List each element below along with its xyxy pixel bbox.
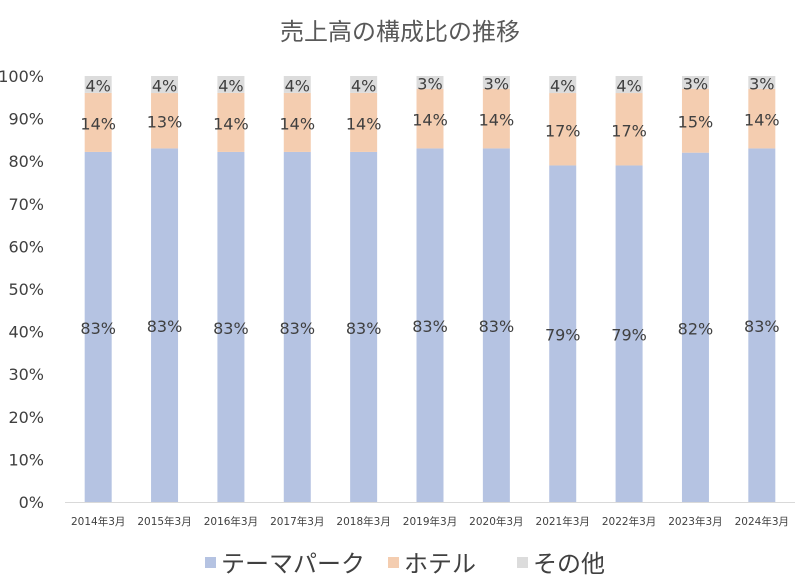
data-label: 3%: [417, 74, 442, 93]
x-tick-label: 2014年3月: [71, 515, 125, 528]
data-label: 3%: [484, 74, 509, 93]
data-label: 83%: [80, 319, 116, 338]
data-label: 14%: [479, 111, 515, 130]
bar-segment: [416, 76, 444, 89]
bar-segment: [681, 88, 709, 153]
bar-segment: [151, 76, 179, 94]
data-label: 83%: [279, 319, 315, 338]
data-label: 83%: [479, 317, 515, 336]
data-label: 79%: [611, 326, 647, 345]
legend-label: ホテル: [404, 550, 476, 578]
data-label: 15%: [678, 113, 714, 132]
bar-segment: [217, 92, 245, 152]
x-tick-label: 2018年3月: [336, 515, 390, 528]
bar-segment: [482, 148, 510, 503]
x-tick-label: 2020年3月: [469, 515, 523, 528]
bar-segment: [681, 76, 709, 89]
data-label: 83%: [147, 317, 183, 336]
x-tick-label: 2021年3月: [536, 515, 590, 528]
legend-label: テーマパーク: [221, 550, 365, 578]
x-tick-label: 2023年3月: [668, 515, 722, 528]
data-label: 83%: [412, 317, 448, 336]
x-tick-label: 2024年3月: [735, 515, 789, 528]
data-label: 14%: [744, 111, 780, 130]
bar-segment: [350, 92, 378, 152]
data-label: 4%: [351, 76, 376, 95]
data-label: 4%: [285, 76, 310, 95]
y-tick-label: 10%: [8, 450, 44, 469]
bar-segment: [283, 92, 311, 152]
x-tick-label: 2022年3月: [602, 515, 656, 528]
bar-segment: [615, 93, 643, 166]
data-label: 4%: [550, 77, 575, 96]
y-tick-label: 50%: [8, 280, 44, 299]
y-tick-label: 100%: [0, 67, 44, 86]
data-label: 83%: [346, 319, 382, 338]
bar-segment: [350, 76, 378, 93]
y-tick-label: 90%: [8, 110, 44, 129]
data-label: 4%: [616, 77, 641, 96]
bar-segment: [217, 151, 245, 503]
x-tick-label: 2015年3月: [137, 515, 191, 528]
bar-segment: [84, 76, 112, 93]
bar-segment: [748, 148, 776, 503]
data-label: 3%: [749, 74, 774, 93]
bar-segment: [151, 93, 179, 149]
y-tick-label: 30%: [8, 365, 44, 384]
bar-segment: [482, 76, 510, 89]
x-tick-label: 2016年3月: [204, 515, 258, 528]
data-label: 82%: [678, 319, 714, 338]
data-label: 4%: [152, 77, 177, 96]
x-tick-label: 2017年3月: [270, 515, 324, 528]
bar-segment: [549, 93, 577, 166]
bar-segment: [549, 165, 577, 502]
y-tick-label: 60%: [8, 237, 44, 256]
legend-swatch: [205, 557, 216, 568]
y-tick-label: 40%: [8, 323, 44, 342]
data-label: 83%: [744, 317, 780, 336]
data-label: 13%: [147, 113, 183, 132]
legend-label: その他: [533, 550, 605, 578]
data-label: 14%: [279, 114, 315, 133]
data-label: 4%: [218, 76, 243, 95]
bar-segment: [748, 88, 776, 149]
bar-segment: [416, 88, 444, 149]
bar-segment: [151, 148, 179, 503]
data-label: 14%: [346, 114, 382, 133]
data-label: 83%: [213, 319, 249, 338]
bar-segment: [84, 151, 112, 503]
bar-segment: [416, 148, 444, 503]
data-label: 17%: [611, 121, 647, 140]
bar-segment: [283, 151, 311, 503]
y-tick-label: 0%: [19, 493, 44, 512]
chart-title: 売上高の構成比の推移: [280, 18, 520, 46]
bar-segment: [549, 76, 577, 94]
bar-segment: [482, 88, 510, 149]
bar-segment: [84, 92, 112, 152]
bar-segment: [615, 76, 643, 94]
y-tick-label: 70%: [8, 195, 44, 214]
data-label: 4%: [85, 76, 110, 95]
bar-segment: [748, 76, 776, 89]
data-label: 14%: [412, 111, 448, 130]
y-tick-label: 80%: [8, 152, 44, 171]
legend-swatch: [517, 557, 528, 568]
data-label: 14%: [80, 114, 116, 133]
data-label: 14%: [213, 114, 249, 133]
data-label: 79%: [545, 326, 581, 345]
legend-swatch: [388, 557, 399, 568]
bar-segment: [681, 152, 709, 502]
x-tick-label: 2019年3月: [403, 515, 457, 528]
bar-segment: [615, 165, 643, 502]
y-tick-label: 20%: [8, 408, 44, 427]
bar-segment: [283, 76, 311, 93]
bar-segment: [350, 151, 378, 503]
bar-segment: [217, 76, 245, 93]
data-label: 3%: [683, 74, 708, 93]
data-label: 17%: [545, 121, 581, 140]
